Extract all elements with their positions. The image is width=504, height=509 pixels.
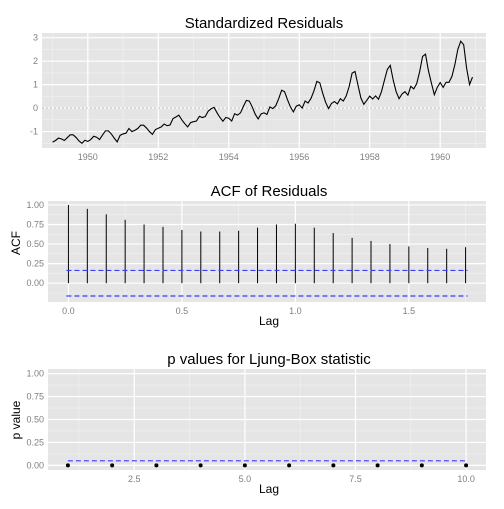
acf-y-tick-label: 0.50: [26, 239, 44, 249]
residuals-x-tick-label: 1954: [219, 152, 239, 162]
ljung-box-x-tick-label: 7.5: [349, 474, 362, 484]
acf-title: ACF of Residuals: [211, 183, 328, 200]
ljung-box-y-tick-label: 1.00: [26, 369, 44, 379]
residuals-x-tick-label: 1958: [360, 152, 380, 162]
ljung-box-x-tick-label: 10.0: [457, 474, 475, 484]
p-value-point: [242, 463, 247, 468]
acf-x-tick-label: 0.5: [176, 306, 189, 316]
residuals-x-tick-label: 1952: [148, 152, 168, 162]
residuals-y-tick-label: -1: [30, 127, 38, 137]
p-value-point: [331, 463, 336, 468]
residuals-y-tick-label: 2: [33, 56, 38, 66]
ljung-box-y-tick-label: 0.00: [26, 460, 44, 470]
ljung-box-x-tick-label: 2.5: [128, 474, 141, 484]
acf-x-label: Lag: [259, 314, 279, 328]
p-value-point: [110, 463, 115, 468]
acf-panel-background: [48, 201, 486, 302]
residuals-series-line: [52, 40, 474, 145]
ljung-box-plot-area: [48, 369, 486, 470]
p-value-point: [419, 463, 424, 468]
ljung-box-y-tick-label: 0.25: [26, 437, 44, 447]
p-value-point: [154, 463, 159, 468]
ljung-box-y-tick-label: 0.50: [26, 415, 44, 425]
residuals-x-tick-label: 1956: [289, 152, 309, 162]
residuals-y-tick-label: 0: [33, 103, 38, 113]
p-value-point: [287, 463, 292, 468]
p-value-point: [464, 463, 469, 468]
acf-x-tick-label: 0.0: [62, 306, 75, 316]
residuals-x-tick-label: 1950: [78, 152, 98, 162]
p-value-point: [198, 463, 203, 468]
acf-y-tick-label: 0.25: [26, 259, 44, 269]
acf-y-tick-label: 0.00: [26, 278, 44, 288]
acf-plot-area: [48, 201, 486, 302]
residuals-x-tick-label: 1960: [430, 152, 450, 162]
residuals-panel: Standardized Residuals 1950 1952 1954 1956 1…: [30, 15, 486, 162]
acf-panel: ACF of Residuals Lag ACF 0.0 0.5 1.0 1.5 0.0…: [9, 183, 486, 328]
acf-x-tick-label: 1.5: [403, 306, 416, 316]
p-value-point: [65, 463, 70, 468]
ljung-box-panel: p values for Ljung-Box statistic Lag p v…: [9, 351, 486, 496]
residuals-y-tick-label: 1: [33, 80, 38, 90]
ljung-box-y-label: p value: [9, 400, 23, 439]
acf-y-tick-label: 0.75: [26, 219, 44, 229]
residuals-y-tick-label: 3: [33, 33, 38, 43]
residuals-plot-area: [42, 33, 486, 148]
acf-x-tick-label: 1.0: [289, 306, 302, 316]
ljung-box-x-label: Lag: [259, 482, 279, 496]
acf-y-label: ACF: [9, 231, 23, 255]
acf-y-tick-label: 1.00: [26, 200, 44, 210]
residuals-title: Standardized Residuals: [185, 15, 343, 32]
p-value-point: [375, 463, 380, 468]
ljung-box-title: p values for Ljung-Box statistic: [167, 351, 371, 368]
ljung-box-x-tick-label: 5.0: [239, 474, 252, 484]
ljung-box-y-tick-label: 0.75: [26, 392, 44, 402]
